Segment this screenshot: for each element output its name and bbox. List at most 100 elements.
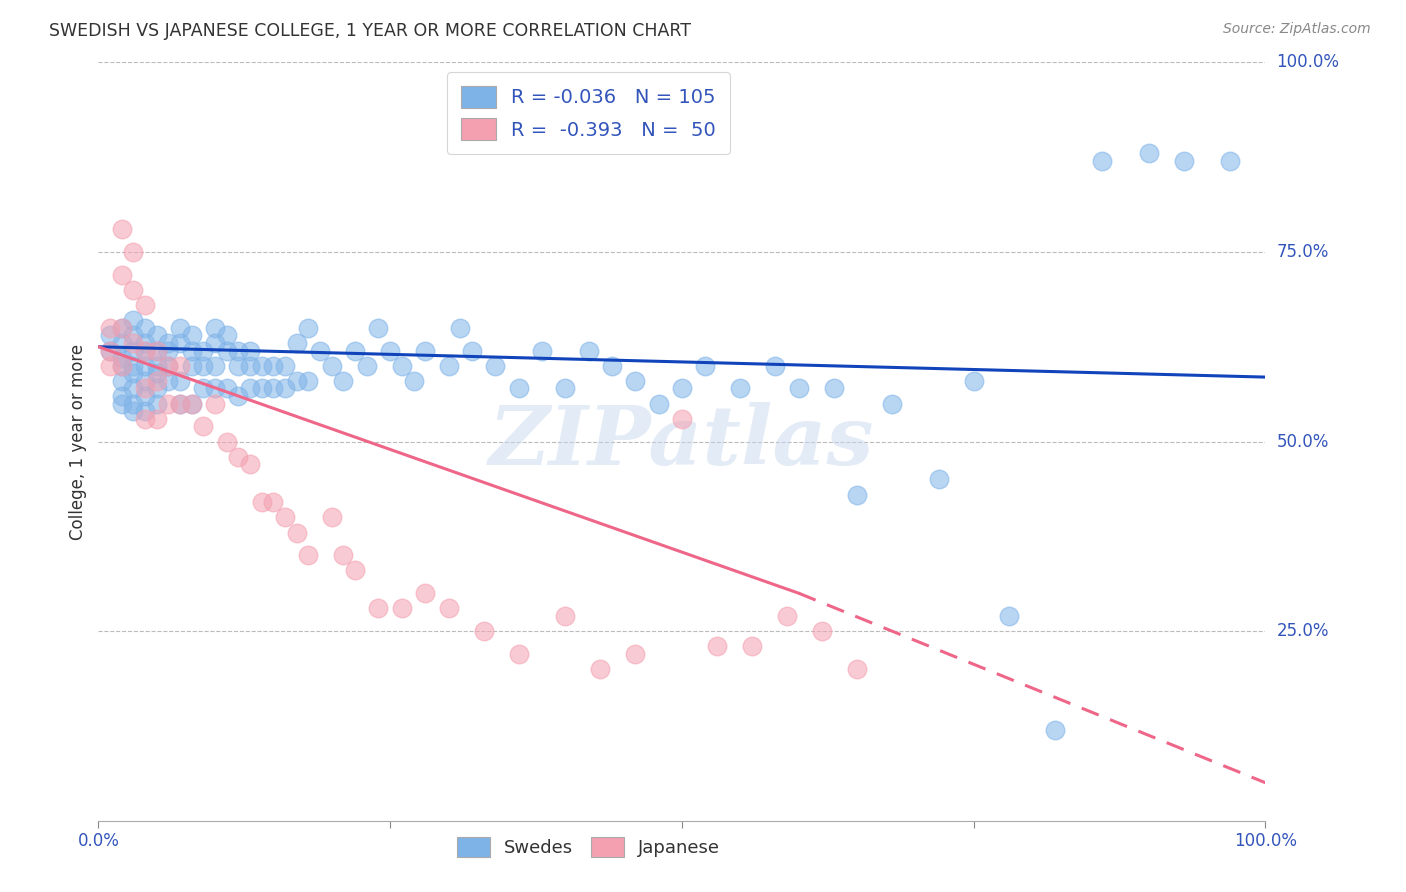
Text: 100.0%: 100.0% — [1277, 54, 1340, 71]
Point — [962, 374, 984, 388]
Point — [193, 343, 215, 358]
Point — [98, 328, 121, 343]
Point — [134, 359, 156, 373]
Point — [157, 396, 180, 410]
Text: Source: ZipAtlas.com: Source: ZipAtlas.com — [1223, 22, 1371, 37]
Point — [169, 396, 191, 410]
Point — [122, 359, 145, 373]
Point — [554, 382, 576, 396]
Point — [146, 374, 169, 388]
Point — [367, 601, 389, 615]
Point — [146, 382, 169, 396]
Point — [367, 320, 389, 334]
Point — [134, 412, 156, 426]
Point — [215, 343, 238, 358]
Point — [204, 335, 226, 350]
Point — [1045, 723, 1067, 737]
Point — [239, 382, 262, 396]
Point — [589, 662, 612, 676]
Point — [111, 359, 134, 373]
Point — [262, 382, 284, 396]
Point — [332, 374, 354, 388]
Point — [695, 359, 717, 373]
Text: ZIPatlas: ZIPatlas — [489, 401, 875, 482]
Point — [111, 351, 134, 366]
Legend: Swedes, Japanese: Swedes, Japanese — [450, 830, 727, 864]
Point — [928, 473, 950, 487]
Point — [122, 313, 145, 327]
Point — [437, 601, 460, 615]
Point — [98, 343, 121, 358]
Point — [274, 359, 297, 373]
Point — [811, 624, 834, 639]
Point — [215, 434, 238, 449]
Point — [146, 366, 169, 380]
Point — [122, 335, 145, 350]
Text: SWEDISH VS JAPANESE COLLEGE, 1 YEAR OR MORE CORRELATION CHART: SWEDISH VS JAPANESE COLLEGE, 1 YEAR OR M… — [49, 22, 692, 40]
Point — [98, 320, 121, 334]
Point — [157, 359, 180, 373]
Point — [157, 359, 180, 373]
Point — [122, 404, 145, 418]
Point — [823, 382, 845, 396]
Point — [508, 647, 530, 661]
Point — [763, 359, 786, 373]
Point — [413, 586, 436, 600]
Point — [134, 404, 156, 418]
Point — [134, 320, 156, 334]
Point — [157, 343, 180, 358]
Point — [285, 374, 308, 388]
Point — [624, 374, 647, 388]
Point — [484, 359, 506, 373]
Point — [228, 450, 250, 464]
Point — [204, 396, 226, 410]
Point — [122, 283, 145, 297]
Point — [180, 343, 202, 358]
Point — [706, 639, 728, 653]
Point — [321, 510, 343, 524]
Point — [332, 548, 354, 563]
Point — [134, 343, 156, 358]
Point — [776, 608, 799, 623]
Point — [250, 495, 273, 509]
Text: 25.0%: 25.0% — [1277, 622, 1329, 640]
Point — [122, 343, 145, 358]
Point — [787, 382, 810, 396]
Point — [111, 320, 134, 334]
Point — [624, 647, 647, 661]
Point — [169, 335, 191, 350]
Point — [98, 359, 121, 373]
Point — [111, 396, 134, 410]
Point — [997, 608, 1019, 623]
Point — [741, 639, 763, 653]
Point — [146, 343, 169, 358]
Point — [274, 382, 297, 396]
Point — [169, 320, 191, 334]
Point — [134, 382, 156, 396]
Point — [204, 320, 226, 334]
Point — [262, 359, 284, 373]
Point — [215, 382, 238, 396]
Point — [134, 335, 156, 350]
Point — [146, 328, 169, 343]
Point — [309, 343, 332, 358]
Point — [215, 328, 238, 343]
Point — [239, 343, 262, 358]
Point — [1173, 153, 1195, 168]
Point — [250, 359, 273, 373]
Y-axis label: College, 1 year or more: College, 1 year or more — [69, 343, 87, 540]
Point — [285, 335, 308, 350]
Point — [146, 396, 169, 410]
Point — [671, 412, 693, 426]
Point — [134, 298, 156, 312]
Point — [1219, 153, 1241, 168]
Point — [647, 396, 669, 410]
Point — [380, 343, 402, 358]
Point — [274, 510, 297, 524]
Point — [111, 268, 134, 282]
Point — [297, 548, 319, 563]
Point — [111, 374, 134, 388]
Point — [344, 343, 367, 358]
Point — [169, 396, 191, 410]
Point — [146, 412, 169, 426]
